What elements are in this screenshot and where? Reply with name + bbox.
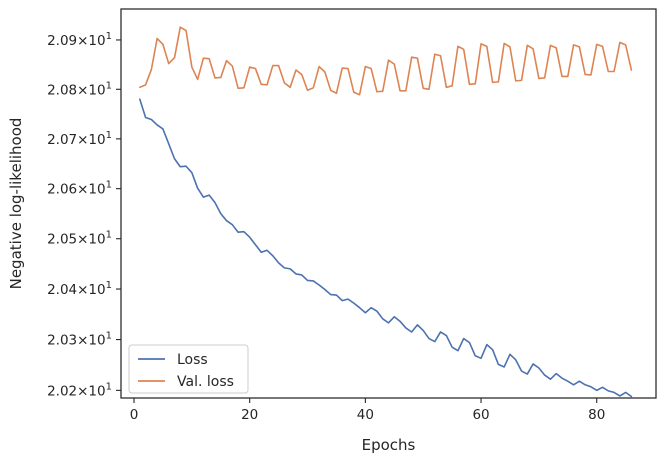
y-tick-label: 2.06×101 [47, 180, 112, 198]
legend-label-loss: Loss [177, 352, 208, 368]
y-axis-label: Negative log-likelihood [7, 118, 25, 290]
x-axis-label: Epochs [362, 436, 416, 454]
y-tick-label: 2.08×101 [47, 80, 112, 98]
y-tick-label: 2.05×101 [47, 230, 112, 248]
legend-label-val-loss: Val. loss [177, 374, 234, 390]
y-tick-label: 2.02×101 [47, 381, 112, 399]
series-line-val-loss [139, 26, 633, 96]
legend: Loss Val. loss [128, 344, 249, 394]
y-tick-label: 2.04×101 [47, 280, 112, 298]
y-tick-label: 2.03×101 [47, 331, 112, 349]
series-line-loss [139, 98, 633, 398]
series-layer [139, 26, 633, 398]
x-tick-label: 0 [130, 407, 139, 423]
y-tick-label: 2.09×101 [47, 31, 112, 49]
x-tick-label: 40 [357, 407, 374, 423]
x-tick-label: 20 [241, 407, 258, 423]
y-tick-label: 2.07×101 [47, 130, 112, 148]
x-axis: 0 20 40 60 80 [130, 398, 605, 423]
y-axis: 2.02×101 2.03×101 2.04×101 2.05×101 2.06×101… [47, 31, 121, 399]
x-tick-label: 80 [588, 407, 605, 423]
x-tick-label: 60 [472, 407, 489, 423]
plot-frame [120, 8, 657, 399]
